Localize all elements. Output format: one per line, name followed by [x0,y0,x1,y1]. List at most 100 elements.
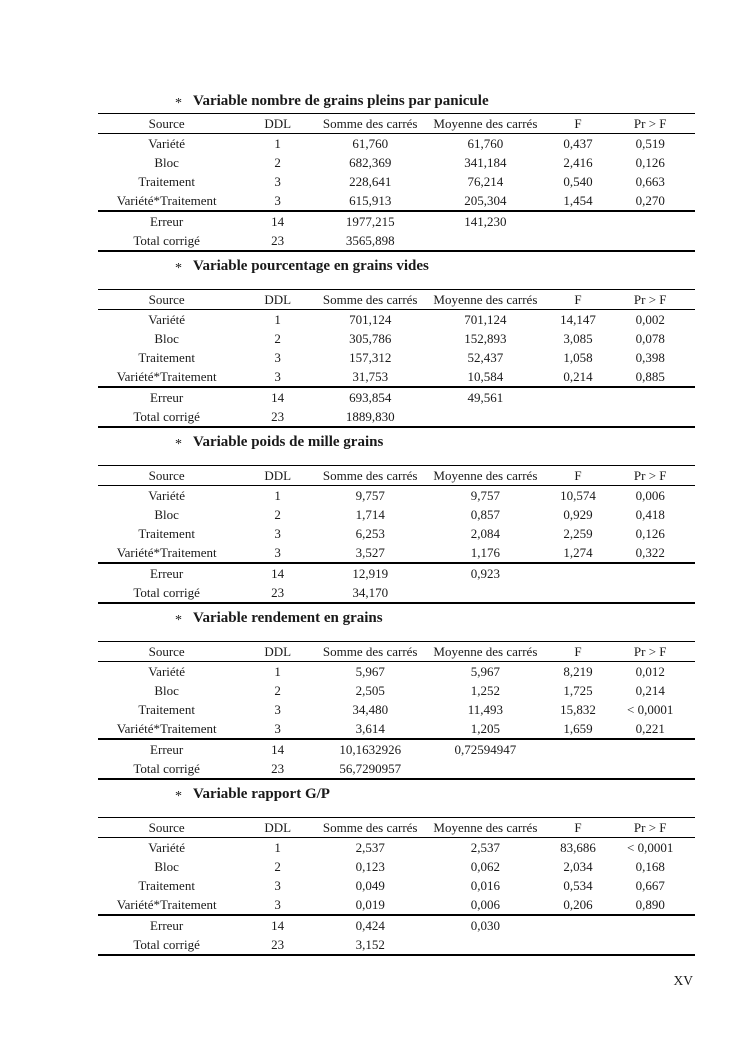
table-cell: 56,7290957 [339,761,402,776]
table-row: Traitement 3 34,480 11,493 15,832 < 0,0001 [98,700,695,719]
table-cell: 1 [274,488,281,503]
table-header-row: Source DDL Somme des carrés Moyenne des car… [98,818,695,838]
table-cell: 0,019 [355,897,385,912]
column-header: DDL [264,820,292,835]
table-footer: Erreur 14 693,854 49,561 Total corrigé 23 1889… [98,387,695,427]
table-row: Total corrigé 23 34,170 [98,583,695,603]
table-cell: Total corrigé [133,409,200,424]
table-cell: 0,012 [635,664,665,679]
table-cell: 31,753 [352,369,389,384]
table-row: Variété 1 9,757 9,757 10,574 0,006 [98,486,695,506]
column-header: DDL [264,116,292,131]
table-cell: 5,967 [355,664,385,679]
table-cell: 3565,898 [345,233,395,248]
section-title: * Variable rendement en grains [98,610,695,628]
table-footer: Erreur 14 12,919 0,923 Total corrigé 23 34,170 [98,563,695,603]
table-cell: 2,505 [355,683,385,698]
table-cell: Bloc [154,507,179,522]
table-row: Variété 1 61,760 61,760 0,437 0,519 [98,134,695,154]
table-cell: 14,147 [560,312,596,327]
table-cell: 141,230 [464,214,507,229]
section-title: * Variable nombre de grains pleins par pa… [98,93,695,111]
table-row: Erreur 14 10,1632926 0,72594947 [98,739,695,759]
table-cell: 1 [274,664,281,679]
table-cell: 1,714 [355,507,385,522]
table-row: Variété 1 2,537 2,537 83,686 < 0,0001 [98,838,695,858]
table-cell: 61,760 [352,136,389,151]
column-header: F [574,468,582,483]
table-body: Variété 1 701,124 701,124 14,147 0,002 Bloc 2 30… [98,310,695,387]
table-footer: Erreur 14 1977,215 141,230 Total corrigé 23 35… [98,211,695,251]
table-cell [420,407,550,427]
anova-section: * Variable rendement en grains Source DDL S… [98,610,695,780]
table-cell: 0,214 [635,683,665,698]
table-cell: 5,967 [470,664,501,679]
table-cell: < 0,0001 [627,840,674,855]
column-header: Moyenne des carrés [433,820,538,835]
table-footer: Erreur 14 10,1632926 0,72594947 Total corrig… [98,739,695,779]
table-cell: 2,084 [470,526,501,541]
table-cell [550,935,605,955]
table-body: Variété 1 9,757 9,757 10,574 0,006 Bloc 2 1,714 0… [98,486,695,563]
table-cell: 3 [274,702,281,717]
table-row: Total corrigé 23 3565,898 [98,231,695,251]
column-header: Pr > F [633,644,667,659]
table-cell: 701,124 [464,312,507,327]
asterisk-bullet: * [175,437,182,452]
table-cell [550,563,605,583]
table-cell: 14 [271,742,285,757]
column-header: Somme des carrés [322,644,418,659]
table-cell: 2 [274,683,281,698]
table-cell: Erreur [150,390,184,405]
table-cell: 23 [271,585,285,600]
table-cell: 1,454 [563,193,593,208]
table-cell: 0,424 [355,918,385,933]
table-header-row: Source DDL Somme des carrés Moyenne des car… [98,114,695,134]
table-cell: 0,519 [635,136,665,151]
anova-table: Source DDL Somme des carrés Moyenne des car… [98,289,695,428]
table-cell: 1 [274,312,281,327]
table-cell: 615,913 [349,193,392,208]
column-header: Source [148,116,185,131]
table-cell: 2,416 [563,155,593,170]
table-cell: 61,760 [467,136,504,151]
table-cell: < 0,0001 [627,702,674,717]
column-header: F [574,116,582,131]
table-cell: 305,786 [349,331,392,346]
table-cell: 6,253 [355,526,385,541]
column-header: F [574,644,582,659]
table-cell: 34,480 [352,702,389,717]
table-cell [605,211,695,231]
table-cell: 8,219 [563,664,593,679]
table-cell: 0,006 [635,488,665,503]
table-row: Bloc 2 0,123 0,062 2,034 0,168 [98,857,695,876]
table-cell: 0,016 [470,878,501,893]
table-cell: Total corrigé [133,761,200,776]
table-cell [420,231,550,251]
table-cell: 9,757 [355,488,385,503]
table-cell: 701,124 [349,312,392,327]
section-title-text: Variable pourcentage en grains vides [193,258,429,274]
table-cell: Variété*Traitement [116,721,217,736]
table-row: Erreur 14 0,424 0,030 [98,915,695,935]
table-cell: 2,537 [355,840,385,855]
table-cell [605,563,695,583]
column-header: Source [148,644,185,659]
anova-section: * Variable nombre de grains pleins par pa… [98,93,695,252]
table-cell: 3 [274,545,281,560]
table-row: Variété*Traitement 3 31,753 10,584 0,214 0,88… [98,367,695,387]
table-cell [605,935,695,955]
table-cell: 3 [274,174,281,189]
table-header-row: Source DDL Somme des carrés Moyenne des car… [98,466,695,486]
table-cell: 3 [274,721,281,736]
table-cell [550,759,605,779]
table-cell: Traitement [138,174,195,189]
table-cell [605,387,695,407]
table-cell: 23 [271,937,285,952]
table-cell: Bloc [154,331,179,346]
table-cell: 14 [271,214,285,229]
column-header: Source [148,292,185,307]
column-header: F [574,292,582,307]
column-header: Somme des carrés [322,820,418,835]
table-cell: 0,126 [635,526,665,541]
